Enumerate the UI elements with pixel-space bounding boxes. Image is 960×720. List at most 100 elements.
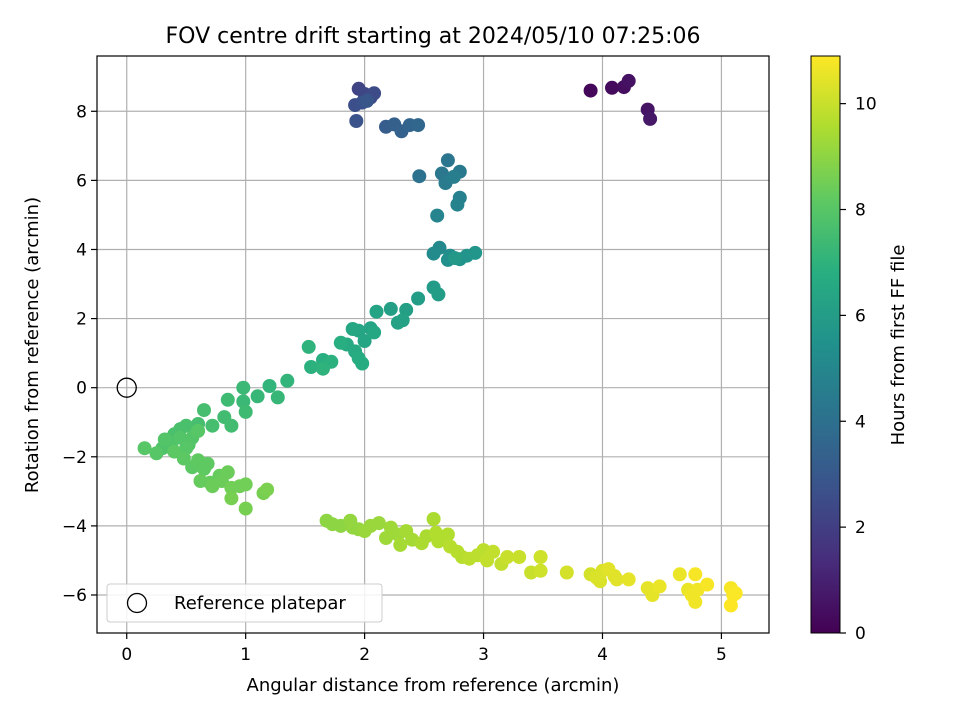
data-point xyxy=(157,432,172,447)
y-tick-label: −2 xyxy=(62,448,87,468)
data-point xyxy=(176,451,191,466)
data-point xyxy=(426,246,441,261)
data-point xyxy=(431,287,446,302)
data-point xyxy=(191,423,206,438)
data-point xyxy=(672,567,687,582)
x-tick-label: 4 xyxy=(597,645,608,665)
data-point xyxy=(224,491,239,506)
y-tick-label: 6 xyxy=(76,171,87,191)
data-point xyxy=(369,304,384,319)
data-point xyxy=(262,379,277,393)
data-point xyxy=(609,572,624,587)
data-point xyxy=(149,446,164,461)
data-point xyxy=(360,93,374,108)
data-point xyxy=(450,197,465,212)
data-point xyxy=(688,567,703,582)
data-point xyxy=(250,389,265,404)
colorbar-tick-label: 0 xyxy=(855,624,866,644)
data-point xyxy=(411,291,426,306)
colorbar-tick-label: 4 xyxy=(855,412,866,432)
data-point xyxy=(238,477,253,492)
colorbar-tick-label: 2 xyxy=(855,518,866,538)
colorbar xyxy=(810,55,841,634)
data-point xyxy=(200,456,215,471)
x-axis-label: Angular distance from reference (arcmin) xyxy=(247,675,620,696)
colorbar-tick-label: 10 xyxy=(855,95,877,115)
data-point xyxy=(238,501,253,516)
colorbar-label: Hours from first FF file xyxy=(888,245,909,446)
data-point xyxy=(652,579,667,594)
chart-title: FOV centre drift starting at 2024/05/10 … xyxy=(166,24,701,49)
data-point xyxy=(137,441,152,456)
y-tick-label: 4 xyxy=(76,240,87,260)
data-point xyxy=(468,245,483,260)
data-point xyxy=(621,572,636,587)
data-point xyxy=(688,594,703,609)
data-point xyxy=(220,392,235,407)
data-point xyxy=(367,325,382,340)
data-point xyxy=(260,482,275,497)
x-tick-label: 5 xyxy=(716,645,727,665)
colorbar-tick-label: 6 xyxy=(855,306,866,326)
y-tick-label: −4 xyxy=(62,517,87,537)
data-point xyxy=(355,356,370,371)
x-tick-label: 2 xyxy=(359,645,370,665)
data-point xyxy=(621,73,636,88)
data-point xyxy=(316,361,330,376)
data-point xyxy=(430,208,445,223)
data-point xyxy=(238,404,253,419)
colorbar-ticks: 0 2 4 6 8 10 xyxy=(840,95,877,644)
data-point xyxy=(357,334,372,348)
data-point xyxy=(205,418,220,433)
data-point xyxy=(605,80,619,95)
reference-point-marker xyxy=(116,377,137,398)
data-point xyxy=(280,373,295,388)
legend-marker xyxy=(126,592,148,614)
data-point xyxy=(224,418,239,433)
data-point xyxy=(426,512,441,526)
data-point xyxy=(333,335,348,350)
y-tick-label: 0 xyxy=(76,379,87,399)
y-tick-label: −6 xyxy=(62,586,87,606)
x-tick-label: 3 xyxy=(478,645,489,665)
data-point xyxy=(345,322,360,336)
legend-label: Reference platepar xyxy=(174,593,346,614)
legend: Reference platepar xyxy=(106,583,383,623)
data-point xyxy=(349,114,364,128)
plot-frame xyxy=(96,55,770,634)
legend-box xyxy=(106,583,383,623)
data-point xyxy=(383,301,398,316)
data-point xyxy=(446,169,461,184)
y-tick-label: 2 xyxy=(76,310,87,330)
data-point xyxy=(270,390,285,405)
data-point xyxy=(205,479,220,494)
data-point xyxy=(412,169,427,184)
data-point xyxy=(379,531,393,545)
x-tick-label: 1 xyxy=(240,645,251,665)
y-tick-label: 8 xyxy=(76,102,87,122)
data-point xyxy=(440,153,455,168)
data-point xyxy=(486,544,501,559)
colorbar-tick-label: 8 xyxy=(855,201,866,221)
data-point xyxy=(723,598,738,613)
data-point xyxy=(533,563,548,578)
data-point xyxy=(728,586,743,601)
y-axis-label: Rotation from reference (arcmin) xyxy=(22,197,43,493)
x-axis-ticks: 0 1 2 3 4 5 xyxy=(121,633,727,665)
data-point xyxy=(583,83,598,98)
data-point xyxy=(643,111,658,126)
data-point xyxy=(197,403,211,418)
data-point xyxy=(395,313,410,328)
data-point xyxy=(371,516,386,531)
data-point xyxy=(304,360,319,374)
data-point xyxy=(301,339,316,354)
data-point xyxy=(500,550,515,564)
data-points xyxy=(137,73,743,613)
grid-lines xyxy=(97,56,769,633)
x-tick-label: 0 xyxy=(121,645,132,665)
data-point xyxy=(700,577,715,592)
data-point xyxy=(512,550,527,564)
data-point xyxy=(533,550,548,564)
y-axis-ticks: −6 −4 −2 0 2 4 6 8 xyxy=(62,102,97,606)
